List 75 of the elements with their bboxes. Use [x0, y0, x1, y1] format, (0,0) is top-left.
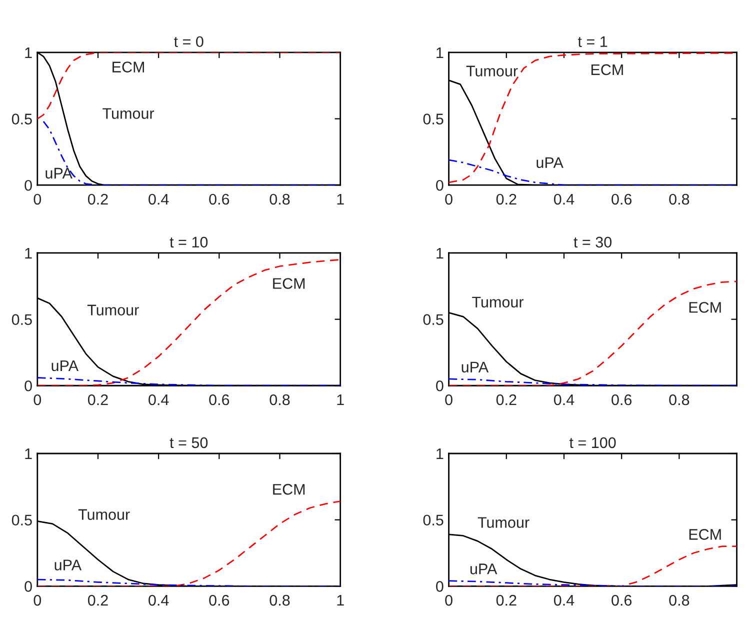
x-tick-label: 0.2	[88, 194, 108, 205]
x-tick-label: 0.2	[496, 594, 516, 606]
y-tick-label: 0	[24, 380, 32, 392]
x-tick-label: 0.8	[669, 594, 690, 606]
y-tick-label: 0.5	[12, 514, 32, 526]
x-tick-label: 1	[337, 394, 344, 406]
chart-title: t = 30	[574, 236, 612, 248]
annotation: Tumour	[466, 66, 518, 76]
chart-title: t = 1	[578, 36, 608, 48]
annotation: uPA	[462, 362, 489, 372]
x-tick-label: 0.4	[148, 194, 169, 205]
y-tick-label: 0.5	[423, 314, 444, 325]
x-tick-label: 0.6	[612, 394, 632, 406]
chart-title: t = 10	[170, 236, 208, 248]
x-tick-label: 1	[337, 194, 344, 205]
annotation: Tumour	[472, 296, 524, 308]
x-tick-label: 0.8	[270, 194, 290, 205]
x-tick-label: 0.8	[270, 594, 290, 606]
annotation: ECM	[689, 302, 721, 313]
x-tick-label: 0.8	[669, 394, 690, 406]
annotation: Tumour	[78, 509, 130, 520]
x-tick-label: 0.6	[209, 594, 230, 606]
x-tick-label: 0.2	[496, 194, 516, 205]
annotation: ECM	[689, 529, 721, 540]
chart-title: t = 100	[569, 437, 616, 448]
x-tick-label: 0.8	[270, 394, 290, 406]
x-tick-label: 0.2	[88, 394, 108, 406]
annotation: Tumour	[478, 517, 530, 528]
y-tick-label: 0.5	[12, 114, 32, 124]
x-tick-label: 0.4	[148, 394, 169, 406]
annotation: Tumour	[87, 304, 139, 316]
y-tick-label: 0	[24, 581, 32, 592]
y-tick-label: 1	[25, 248, 32, 259]
y-tick-label: 1	[25, 448, 32, 460]
y-tick-label: 1	[25, 47, 32, 58]
x-tick-label: 0	[445, 194, 452, 205]
annotation: uPA	[536, 157, 564, 168]
annotation: uPA	[46, 168, 72, 179]
x-tick-label: 0.8	[669, 194, 690, 205]
x-tick-label: 0.6	[612, 594, 632, 606]
y-tick-label: 0.5	[423, 514, 444, 526]
chart-title: t = 50	[170, 437, 208, 448]
y-tick-label: 0	[436, 380, 444, 392]
annotation: ECM	[273, 484, 305, 495]
annotation: uPA	[470, 564, 498, 574]
y-tick-label: 0	[436, 180, 444, 191]
x-tick-label: 0	[34, 194, 42, 205]
x-tick-label: 1	[337, 595, 344, 606]
annotation: uPA	[54, 560, 82, 570]
x-tick-label: 0.4	[554, 394, 574, 406]
x-tick-label: 0.4	[554, 594, 574, 606]
x-tick-label: 0	[34, 594, 42, 606]
x-tick-label: 0.4	[554, 194, 574, 205]
x-tick-label: 0.6	[209, 394, 230, 406]
annotation: Tumour	[102, 108, 154, 119]
x-tick-label: 0.6	[209, 194, 230, 205]
y-tick-label: 0.5	[12, 314, 32, 325]
x-tick-label: 0.2	[496, 394, 516, 406]
annotation: ECM	[273, 278, 305, 289]
x-tick-label: 0.2	[88, 594, 108, 606]
y-tick-label: 0.5	[423, 114, 444, 124]
x-tick-label: 0	[445, 394, 452, 406]
y-tick-label: 1	[436, 448, 444, 460]
x-tick-label: 0.6	[612, 194, 632, 205]
x-tick-label: 0.4	[148, 594, 169, 606]
x-tick-label: 0	[34, 394, 42, 406]
x-tick-label: 0	[445, 594, 452, 606]
annotation: ECM	[112, 62, 144, 72]
y-tick-label: 1	[436, 248, 444, 259]
annotation: ECM	[591, 64, 623, 76]
y-tick-label: 0	[436, 581, 444, 592]
y-tick-label: 0	[24, 180, 32, 191]
y-tick-label: 1	[436, 47, 444, 58]
chart-title: t = 0	[174, 36, 204, 48]
annotation: uPA	[52, 360, 79, 372]
